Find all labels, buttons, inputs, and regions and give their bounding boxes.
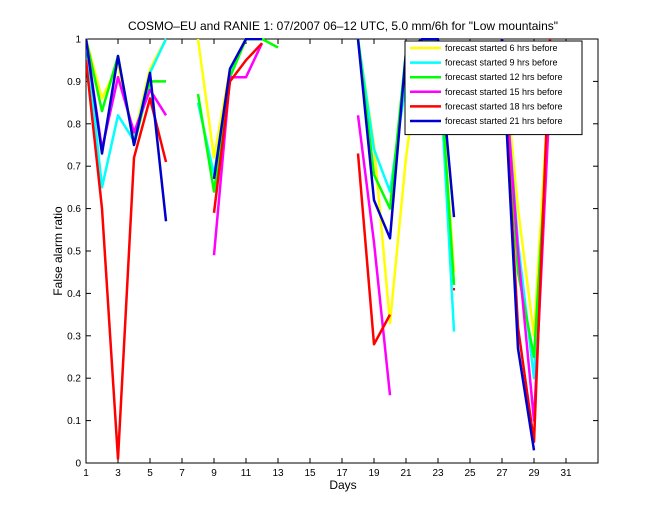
series-segment <box>86 38 168 189</box>
y-tick-label: 0.1 <box>67 416 81 427</box>
chart-title: COSMO–EU and RANIE 1: 07/2007 06–12 UTC,… <box>128 19 558 33</box>
series-segment <box>86 38 168 222</box>
x-tick-label: 23 <box>432 468 444 479</box>
y-tick-label: 0.9 <box>67 77 81 88</box>
y-tick-label: 0.8 <box>67 119 81 130</box>
x-tick-label: 9 <box>211 468 217 479</box>
series-segment <box>212 42 264 256</box>
x-tick-label: 3 <box>115 468 121 479</box>
x-tick-label: 21 <box>400 468 412 479</box>
legend-label: forecast started 15 hrs before <box>445 87 563 97</box>
x-tick-label: 1 <box>83 468 89 479</box>
y-tick-label: 0.7 <box>67 162 81 173</box>
x-tick-label: 19 <box>368 468 380 479</box>
legend-box <box>404 40 583 136</box>
y-tick-label: 0 <box>75 459 81 470</box>
legend-label: forecast started 6 hrs before <box>445 43 558 53</box>
series-segment <box>212 38 262 180</box>
series-segment <box>356 153 392 346</box>
y-tick-label: 0.3 <box>67 331 81 342</box>
y-tick-label: 0.2 <box>67 374 81 385</box>
legend-label: forecast started 18 hrs before <box>445 101 563 111</box>
series-segment <box>212 42 263 213</box>
x-tick-label: 11 <box>241 468 252 479</box>
x-tick-label: 7 <box>179 468 185 479</box>
y-tick-label: 0.4 <box>67 289 81 300</box>
y-axis: 0 0.1 0.2 0.3 0.4 0.5 0.6 0.7 0.8 0.9 1 <box>67 35 598 470</box>
x-tick-label: 15 <box>304 468 316 479</box>
y-tick-label: 0.6 <box>67 204 81 215</box>
series-segment <box>500 38 536 451</box>
x-axis-title: Days <box>329 478 356 492</box>
y-tick-label: 1 <box>75 35 81 46</box>
x-tick-label: 31 <box>560 468 572 479</box>
x-axis: 1 3 5 7 9 11 13 15 17 19 21 23 25 27 29 31 <box>83 39 572 479</box>
y-tick-label: 0.5 <box>67 247 81 258</box>
legend: forecast started 6 hrs before forecast st… <box>404 40 583 136</box>
x-tick-label: 17 <box>336 468 348 479</box>
series-segment <box>196 38 279 193</box>
series-line-6 <box>86 38 536 451</box>
x-tick-label: 13 <box>272 468 284 479</box>
x-tick-label: 5 <box>147 468 153 479</box>
x-tick-label: 25 <box>464 468 476 479</box>
legend-label: forecast started 9 hrs before <box>445 58 558 68</box>
series-segment <box>356 115 392 396</box>
x-tick-label: 29 <box>528 468 540 479</box>
legend-label: forecast started 12 hrs before <box>445 72 563 82</box>
x-tick-label: 27 <box>496 468 508 479</box>
legend-label: forecast started 21 hrs before <box>445 116 563 126</box>
y-axis-title: False alarm ratio <box>51 206 65 296</box>
